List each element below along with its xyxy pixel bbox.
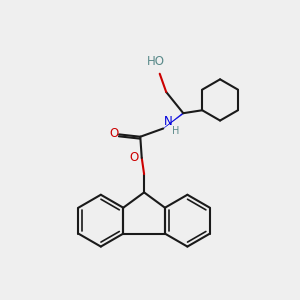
Polygon shape bbox=[163, 113, 184, 128]
Text: O: O bbox=[109, 127, 119, 140]
Text: HO: HO bbox=[147, 56, 165, 68]
Text: H: H bbox=[172, 126, 179, 136]
Text: N: N bbox=[164, 115, 172, 128]
Text: O: O bbox=[129, 152, 138, 164]
